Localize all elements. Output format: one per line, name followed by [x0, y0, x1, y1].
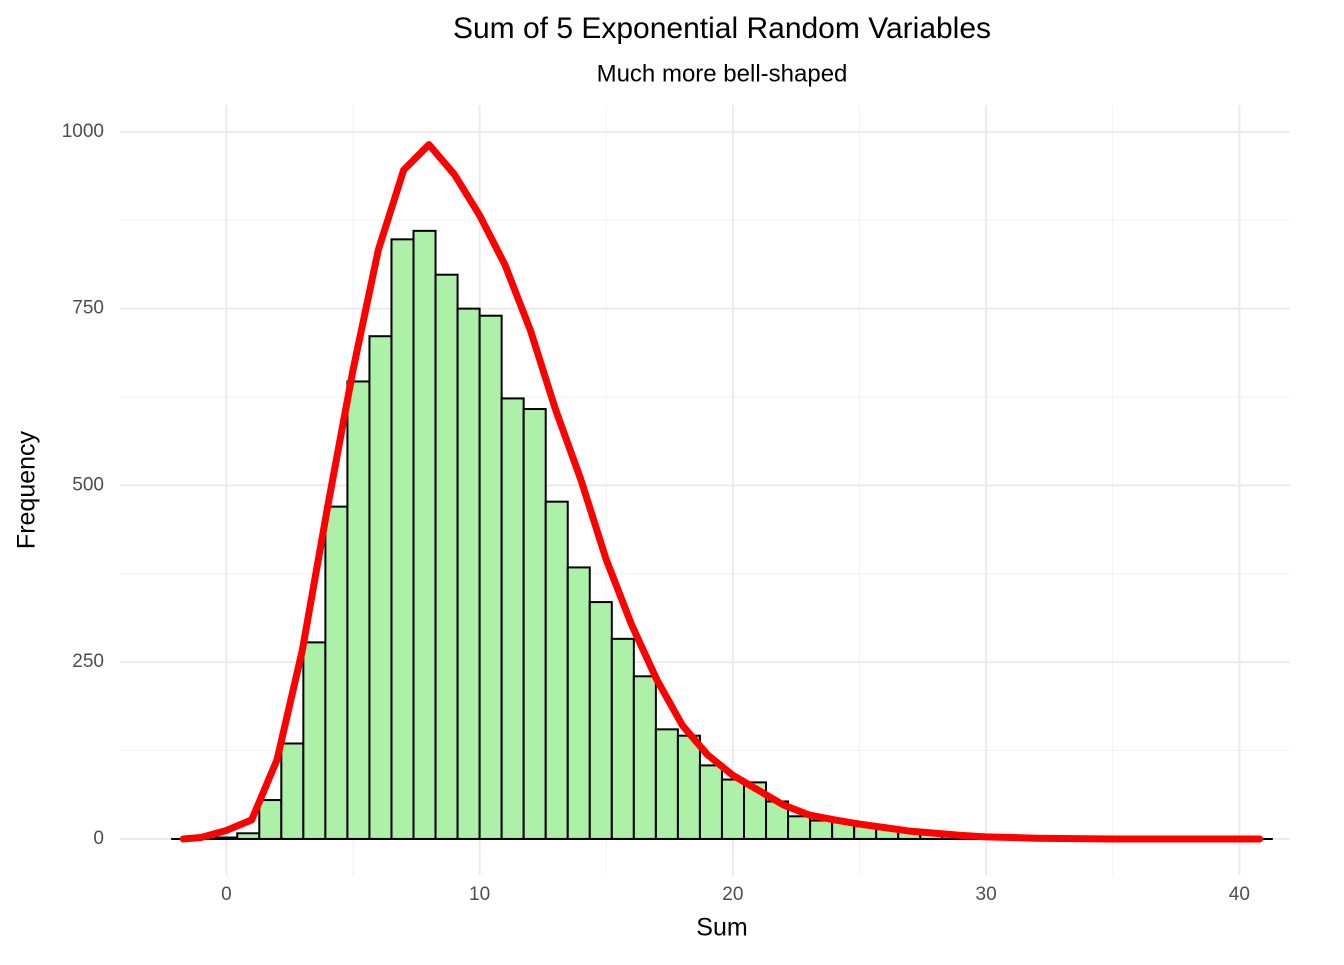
bar: [236, 832, 261, 840]
bar: [654, 728, 679, 840]
bar: [258, 799, 283, 840]
bar: [412, 229, 437, 840]
y-tick-label: 0: [93, 828, 104, 849]
x-tick-label: 20: [722, 884, 743, 905]
bar: [280, 742, 305, 840]
bar: [214, 836, 239, 840]
bar: [720, 778, 745, 840]
bar: [698, 764, 723, 840]
x-tick-label: 10: [469, 884, 490, 905]
bar: [478, 314, 503, 840]
x-tick-label: 0: [221, 884, 232, 905]
y-tick-label: 250: [72, 651, 104, 672]
chart-title: Sum of 5 Exponential Random Variables: [453, 12, 991, 45]
bar: [368, 335, 393, 840]
y-axis-title: Frequency: [13, 430, 41, 549]
bar: [566, 566, 591, 840]
chart-subtitle: Much more bell-shaped: [597, 60, 848, 87]
bar: [500, 397, 525, 840]
bar: [302, 641, 327, 840]
bar: [346, 380, 371, 840]
bar: [456, 307, 481, 840]
density-curve: [179, 141, 1264, 843]
bar: [610, 637, 635, 840]
y-tick-label: 500: [72, 474, 104, 495]
bar: [324, 505, 349, 840]
bar: [787, 815, 812, 840]
bar: [632, 675, 657, 840]
bar: [676, 734, 701, 840]
bar: [390, 238, 415, 840]
y-tick-label: 750: [72, 298, 104, 319]
bar: [522, 408, 547, 840]
x-tick-label: 40: [1229, 884, 1250, 905]
x-axis-title: Sum: [696, 914, 747, 942]
x-tick-label: 30: [976, 884, 997, 905]
y-tick-label: 1000: [62, 121, 104, 142]
bar: [434, 273, 459, 840]
bar: [588, 601, 613, 840]
bar: [809, 819, 834, 840]
bar: [544, 500, 569, 840]
